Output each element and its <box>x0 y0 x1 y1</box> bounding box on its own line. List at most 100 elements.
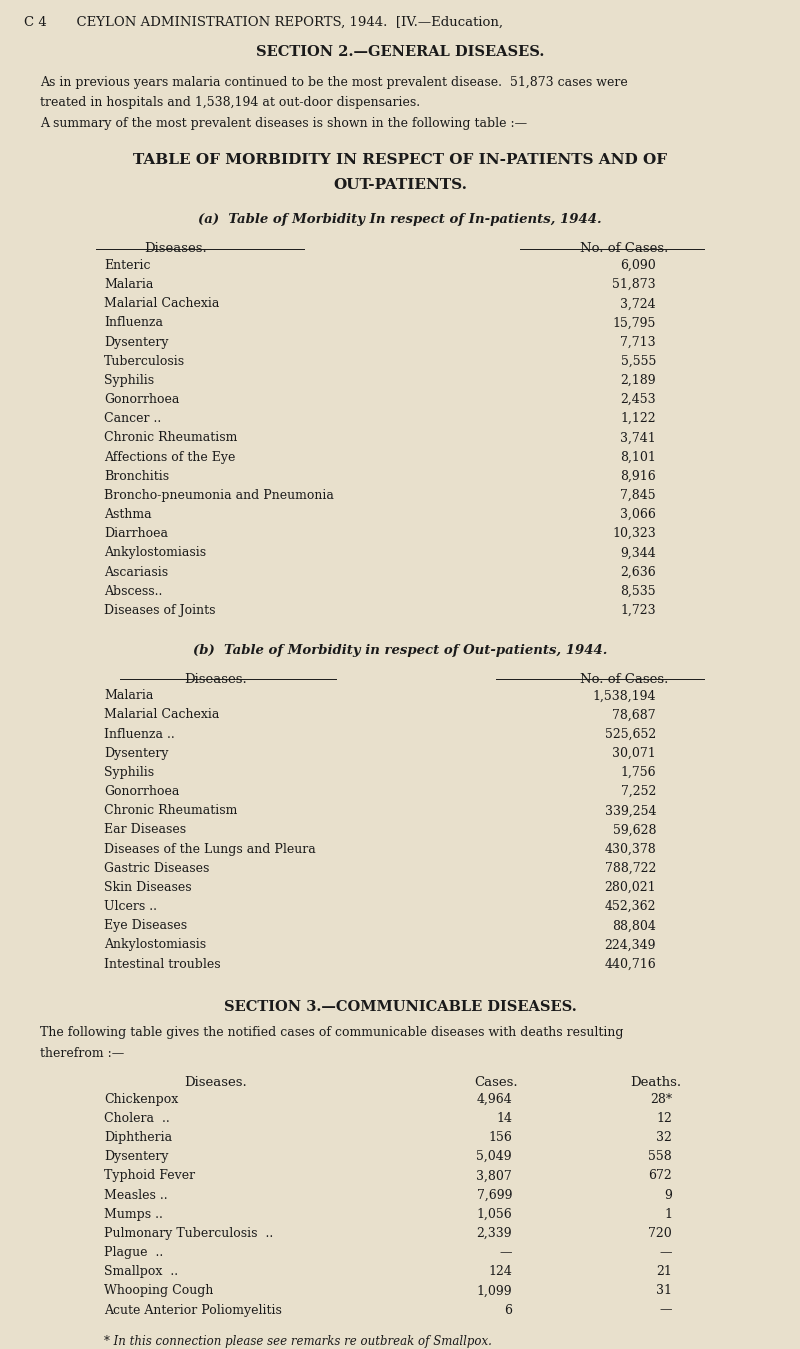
Text: Diarrhoea: Diarrhoea <box>104 527 168 540</box>
Text: Intestinal troubles: Intestinal troubles <box>104 958 221 970</box>
Text: Syphilis: Syphilis <box>104 766 154 778</box>
Text: Cases.: Cases. <box>474 1077 518 1089</box>
Text: 15,795: 15,795 <box>613 317 656 329</box>
Text: Malaria: Malaria <box>104 278 154 291</box>
Text: (b)  Table of Morbidity in respect of Out-patients, 1944.: (b) Table of Morbidity in respect of Out… <box>193 643 607 657</box>
Text: * In this connection please see remarks re outbreak of Smallpox.: * In this connection please see remarks … <box>104 1336 492 1348</box>
Text: Acute Anterior Poliomyelitis: Acute Anterior Poliomyelitis <box>104 1303 282 1317</box>
Text: 156: 156 <box>488 1130 512 1144</box>
Text: 8,916: 8,916 <box>620 469 656 483</box>
Text: Ankylostomiasis: Ankylostomiasis <box>104 939 206 951</box>
Text: Malarial Cachexia: Malarial Cachexia <box>104 297 219 310</box>
Text: 1: 1 <box>664 1207 672 1221</box>
Text: Ulcers ..: Ulcers .. <box>104 900 157 913</box>
Text: 3,066: 3,066 <box>620 509 656 521</box>
Text: Mumps ..: Mumps .. <box>104 1207 163 1221</box>
Text: Plague  ..: Plague .. <box>104 1246 163 1259</box>
Text: 10,323: 10,323 <box>612 527 656 540</box>
Text: 6: 6 <box>504 1303 512 1317</box>
Text: 28*: 28* <box>650 1093 672 1106</box>
Text: 21: 21 <box>656 1265 672 1279</box>
Text: Enteric: Enteric <box>104 259 150 272</box>
Text: 440,716: 440,716 <box>604 958 656 970</box>
Text: Syphilis: Syphilis <box>104 374 154 387</box>
Text: 3,807: 3,807 <box>476 1170 512 1183</box>
Text: 32: 32 <box>656 1130 672 1144</box>
Text: TABLE OF MORBIDITY IN RESPECT OF IN-PATIENTS AND OF: TABLE OF MORBIDITY IN RESPECT OF IN-PATI… <box>133 154 667 167</box>
Text: 3,724: 3,724 <box>620 297 656 310</box>
Text: 2,453: 2,453 <box>620 393 656 406</box>
Text: 8,535: 8,535 <box>620 584 656 598</box>
Text: 1,756: 1,756 <box>620 766 656 778</box>
Text: therefrom :—: therefrom :— <box>40 1047 124 1060</box>
Text: 7,699: 7,699 <box>477 1188 512 1202</box>
Text: —: — <box>659 1246 672 1259</box>
Text: 525,652: 525,652 <box>605 727 656 741</box>
Text: Diseases of the Lungs and Pleura: Diseases of the Lungs and Pleura <box>104 843 316 855</box>
Text: 124: 124 <box>488 1265 512 1279</box>
Text: 8,101: 8,101 <box>620 451 656 464</box>
Text: Malarial Cachexia: Malarial Cachexia <box>104 708 219 722</box>
Text: 12: 12 <box>656 1112 672 1125</box>
Text: 224,349: 224,349 <box>605 939 656 951</box>
Text: Measles ..: Measles .. <box>104 1188 168 1202</box>
Text: 7,252: 7,252 <box>621 785 656 799</box>
Text: 430,378: 430,378 <box>604 843 656 855</box>
Text: 788,722: 788,722 <box>605 862 656 874</box>
Text: No. of Cases.: No. of Cases. <box>580 673 668 685</box>
Text: 30,071: 30,071 <box>612 747 656 759</box>
Text: 3,741: 3,741 <box>620 432 656 444</box>
Text: Diseases.: Diseases. <box>185 673 247 685</box>
Text: Malaria: Malaria <box>104 689 154 703</box>
Text: Ascariasis: Ascariasis <box>104 565 168 579</box>
Text: Smallpox  ..: Smallpox .. <box>104 1265 178 1279</box>
Text: Diphtheria: Diphtheria <box>104 1130 172 1144</box>
Text: Chronic Rheumatism: Chronic Rheumatism <box>104 432 238 444</box>
Text: 4,964: 4,964 <box>476 1093 512 1106</box>
Text: 720: 720 <box>648 1226 672 1240</box>
Text: Ankylostomiasis: Ankylostomiasis <box>104 546 206 560</box>
Text: Broncho-pneumonia and Pneumonia: Broncho-pneumonia and Pneumonia <box>104 488 334 502</box>
Text: 1,099: 1,099 <box>476 1284 512 1298</box>
Text: A summary of the most prevalent diseases is shown in the following table :—: A summary of the most prevalent diseases… <box>40 117 527 130</box>
Text: 88,804: 88,804 <box>612 919 656 932</box>
Text: Influenza ..: Influenza .. <box>104 727 174 741</box>
Text: Dysentery: Dysentery <box>104 336 169 348</box>
Text: Cholera  ..: Cholera .. <box>104 1112 170 1125</box>
Text: 1,056: 1,056 <box>476 1207 512 1221</box>
Text: 1,538,194: 1,538,194 <box>593 689 656 703</box>
Text: 280,021: 280,021 <box>604 881 656 894</box>
Text: 5,555: 5,555 <box>621 355 656 368</box>
Text: Dysentery: Dysentery <box>104 1151 169 1163</box>
Text: 7,713: 7,713 <box>620 336 656 348</box>
Text: 5,049: 5,049 <box>476 1151 512 1163</box>
Text: 51,873: 51,873 <box>612 278 656 291</box>
Text: (a)  Table of Morbidity In respect of In-patients, 1944.: (a) Table of Morbidity In respect of In-… <box>198 213 602 227</box>
Text: C 4       CEYLON ADMINISTRATION REPORTS, 1944.  [IV.—Education,: C 4 CEYLON ADMINISTRATION REPORTS, 1944.… <box>24 16 503 28</box>
Text: Dysentery: Dysentery <box>104 747 169 759</box>
Text: 1,723: 1,723 <box>620 604 656 616</box>
Text: 6,090: 6,090 <box>620 259 656 272</box>
Text: As in previous years malaria continued to be the most prevalent disease.  51,873: As in previous years malaria continued t… <box>40 76 628 89</box>
Text: SECTION 2.—GENERAL DISEASES.: SECTION 2.—GENERAL DISEASES. <box>256 45 544 58</box>
Text: Asthma: Asthma <box>104 509 152 521</box>
Text: Abscess..: Abscess.. <box>104 584 162 598</box>
Text: Diseases of Joints: Diseases of Joints <box>104 604 215 616</box>
Text: 2,189: 2,189 <box>620 374 656 387</box>
Text: 14: 14 <box>496 1112 512 1125</box>
Text: SECTION 3.—COMMUNICABLE DISEASES.: SECTION 3.—COMMUNICABLE DISEASES. <box>224 1000 576 1013</box>
Text: Gastric Diseases: Gastric Diseases <box>104 862 210 874</box>
Text: OUT-PATIENTS.: OUT-PATIENTS. <box>333 178 467 192</box>
Text: 558: 558 <box>648 1151 672 1163</box>
Text: 9,344: 9,344 <box>620 546 656 560</box>
Text: —: — <box>659 1303 672 1317</box>
Text: 672: 672 <box>648 1170 672 1183</box>
Text: Gonorrhoea: Gonorrhoea <box>104 785 179 799</box>
Text: Deaths.: Deaths. <box>630 1077 682 1089</box>
Text: 2,636: 2,636 <box>620 565 656 579</box>
Text: 452,362: 452,362 <box>605 900 656 913</box>
Text: Gonorrhoea: Gonorrhoea <box>104 393 179 406</box>
Text: Tuberculosis: Tuberculosis <box>104 355 185 368</box>
Text: —: — <box>499 1246 512 1259</box>
Text: Whooping Cough: Whooping Cough <box>104 1284 214 1298</box>
